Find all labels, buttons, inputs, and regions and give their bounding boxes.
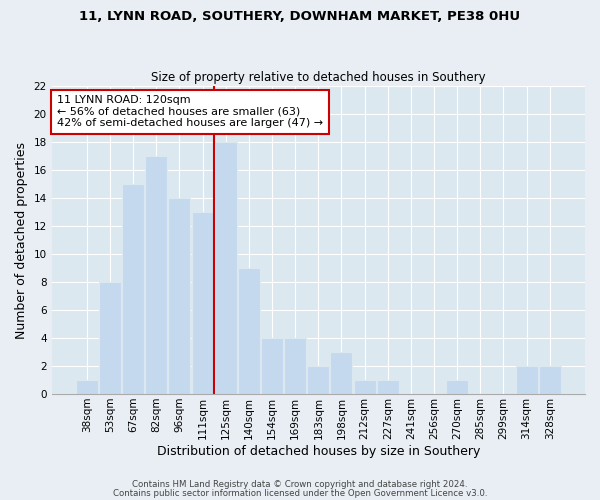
- Text: 11 LYNN ROAD: 120sqm
← 56% of detached houses are smaller (63)
42% of semi-detac: 11 LYNN ROAD: 120sqm ← 56% of detached h…: [57, 96, 323, 128]
- Bar: [515, 366, 538, 394]
- Bar: [169, 198, 190, 394]
- Bar: [331, 352, 352, 394]
- Bar: [446, 380, 468, 394]
- Bar: [307, 366, 329, 394]
- Bar: [76, 380, 98, 394]
- Bar: [284, 338, 306, 394]
- X-axis label: Distribution of detached houses by size in Southery: Distribution of detached houses by size …: [157, 444, 480, 458]
- Bar: [145, 156, 167, 394]
- Bar: [191, 212, 214, 394]
- Text: Contains public sector information licensed under the Open Government Licence v3: Contains public sector information licen…: [113, 488, 487, 498]
- Bar: [539, 366, 561, 394]
- Bar: [238, 268, 260, 394]
- Y-axis label: Number of detached properties: Number of detached properties: [15, 142, 28, 338]
- Bar: [261, 338, 283, 394]
- Text: Contains HM Land Registry data © Crown copyright and database right 2024.: Contains HM Land Registry data © Crown c…: [132, 480, 468, 489]
- Bar: [122, 184, 144, 394]
- Bar: [215, 142, 237, 394]
- Title: Size of property relative to detached houses in Southery: Size of property relative to detached ho…: [151, 70, 485, 84]
- Bar: [99, 282, 121, 394]
- Text: 11, LYNN ROAD, SOUTHERY, DOWNHAM MARKET, PE38 0HU: 11, LYNN ROAD, SOUTHERY, DOWNHAM MARKET,…: [79, 10, 521, 23]
- Bar: [353, 380, 376, 394]
- Bar: [377, 380, 399, 394]
